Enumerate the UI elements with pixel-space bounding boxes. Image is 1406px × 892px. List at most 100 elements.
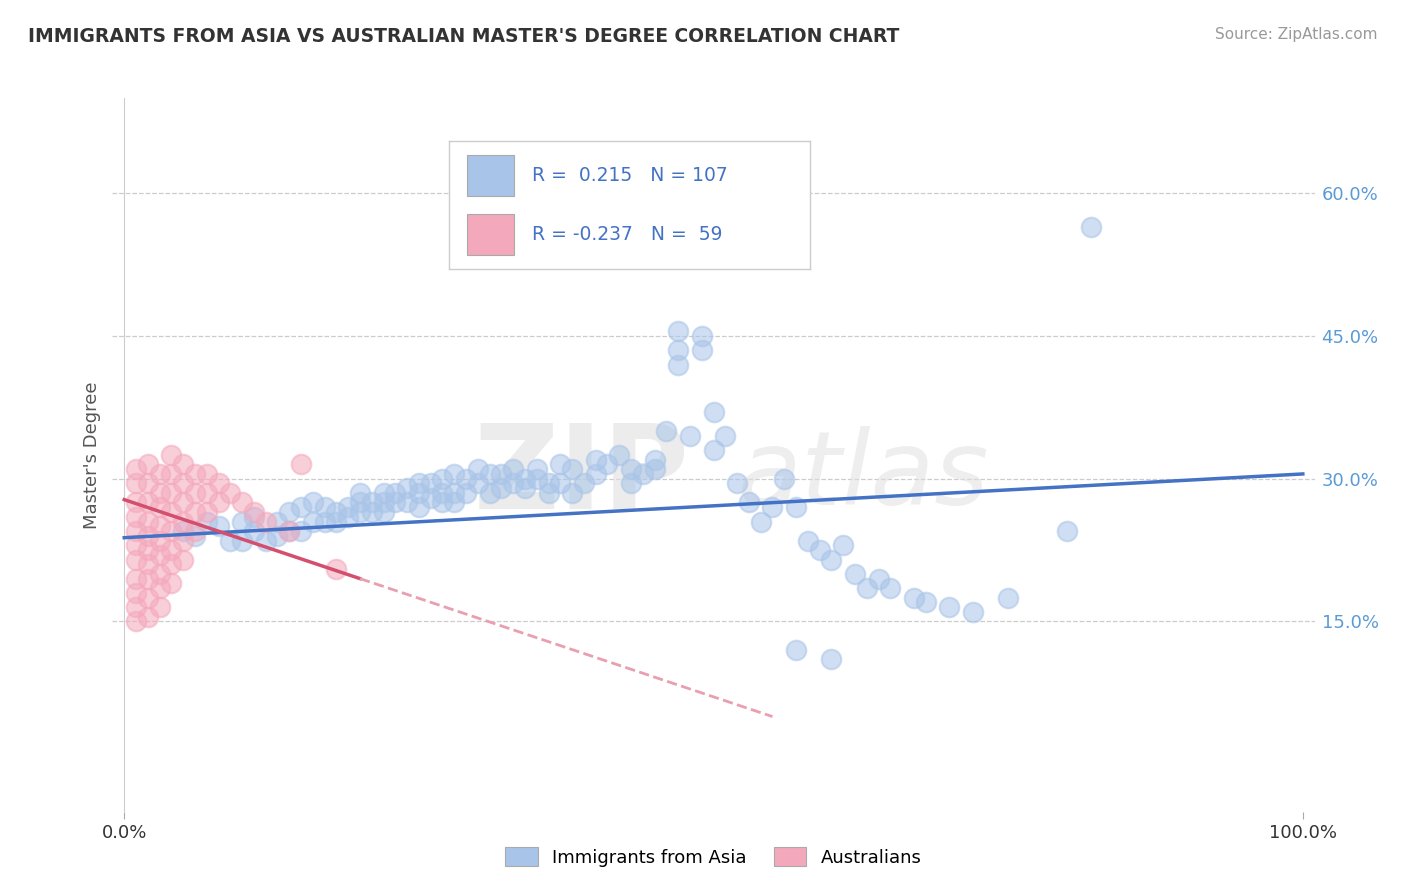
Point (785, 643, 807, 657)
Point (513, 481, 536, 495)
Point (195, 467, 218, 481)
Point (172, 533, 194, 548)
Point (149, 581, 172, 595)
Point (349, 486, 371, 500)
Point (1056, 524, 1078, 538)
Point (125, 538, 148, 552)
Point (373, 495, 395, 509)
Point (820, 652, 842, 666)
Point (195, 505, 218, 519)
Point (773, 472, 796, 486)
Point (195, 486, 218, 500)
Point (207, 476, 229, 491)
Point (136, 529, 159, 543)
Point (561, 486, 583, 500)
Point (290, 500, 312, 515)
Point (666, 343, 689, 358)
Point (184, 529, 207, 543)
Point (149, 548, 172, 562)
Point (373, 486, 395, 500)
Point (467, 462, 489, 476)
Point (432, 472, 454, 486)
Point (478, 486, 501, 500)
Point (125, 615, 148, 629)
Point (290, 524, 312, 538)
Point (254, 533, 277, 548)
Point (844, 566, 866, 581)
Point (454, 486, 477, 500)
Point (419, 476, 441, 491)
Point (290, 458, 312, 472)
Point (243, 505, 266, 519)
Point (714, 429, 737, 443)
Point (738, 495, 761, 509)
Point (160, 558, 183, 572)
Point (266, 515, 288, 529)
Point (349, 505, 371, 519)
Point (136, 609, 159, 624)
Point (690, 329, 713, 343)
Text: Source: ZipAtlas.com: Source: ZipAtlas.com (1215, 27, 1378, 42)
Point (408, 476, 430, 491)
Point (360, 495, 382, 509)
Point (478, 467, 501, 481)
Point (314, 500, 336, 515)
Point (266, 529, 288, 543)
Point (620, 476, 643, 491)
Point (384, 486, 406, 500)
Point (125, 509, 148, 524)
Point (1080, 219, 1102, 234)
Point (149, 600, 172, 615)
Point (314, 515, 336, 529)
Point (278, 524, 301, 538)
Point (596, 458, 619, 472)
Point (125, 572, 148, 586)
Point (855, 581, 877, 595)
Point (537, 476, 560, 491)
Point (820, 552, 842, 566)
Point (607, 448, 630, 462)
Point (160, 467, 183, 481)
Point (702, 405, 725, 419)
Point (419, 491, 441, 505)
Point (149, 500, 172, 515)
Point (125, 600, 148, 615)
Point (184, 486, 207, 500)
Point (537, 486, 560, 500)
Point (125, 552, 148, 566)
Point (526, 472, 548, 486)
Point (136, 591, 159, 605)
Point (160, 486, 183, 500)
Point (491, 467, 513, 481)
Point (384, 495, 406, 509)
Point (278, 524, 301, 538)
Point (325, 505, 347, 519)
Point (914, 595, 936, 609)
Point (443, 467, 465, 481)
Point (620, 462, 643, 476)
Y-axis label: Master's Degree: Master's Degree (83, 381, 101, 529)
Point (207, 495, 229, 509)
Point (125, 524, 148, 538)
Point (467, 476, 489, 491)
Point (443, 495, 465, 509)
Point (136, 495, 159, 509)
Point (644, 462, 666, 476)
Point (149, 467, 172, 481)
Point (679, 429, 702, 443)
Point (172, 524, 194, 538)
Point (832, 538, 855, 552)
Point (454, 472, 477, 486)
Point (136, 515, 159, 529)
Point (561, 462, 583, 476)
Point (136, 543, 159, 558)
Point (502, 476, 524, 491)
Point (172, 515, 194, 529)
Point (749, 515, 772, 529)
Point (997, 591, 1019, 605)
Point (160, 576, 183, 591)
Point (585, 452, 607, 467)
Point (631, 467, 654, 481)
Point (149, 519, 172, 533)
Point (655, 424, 678, 438)
